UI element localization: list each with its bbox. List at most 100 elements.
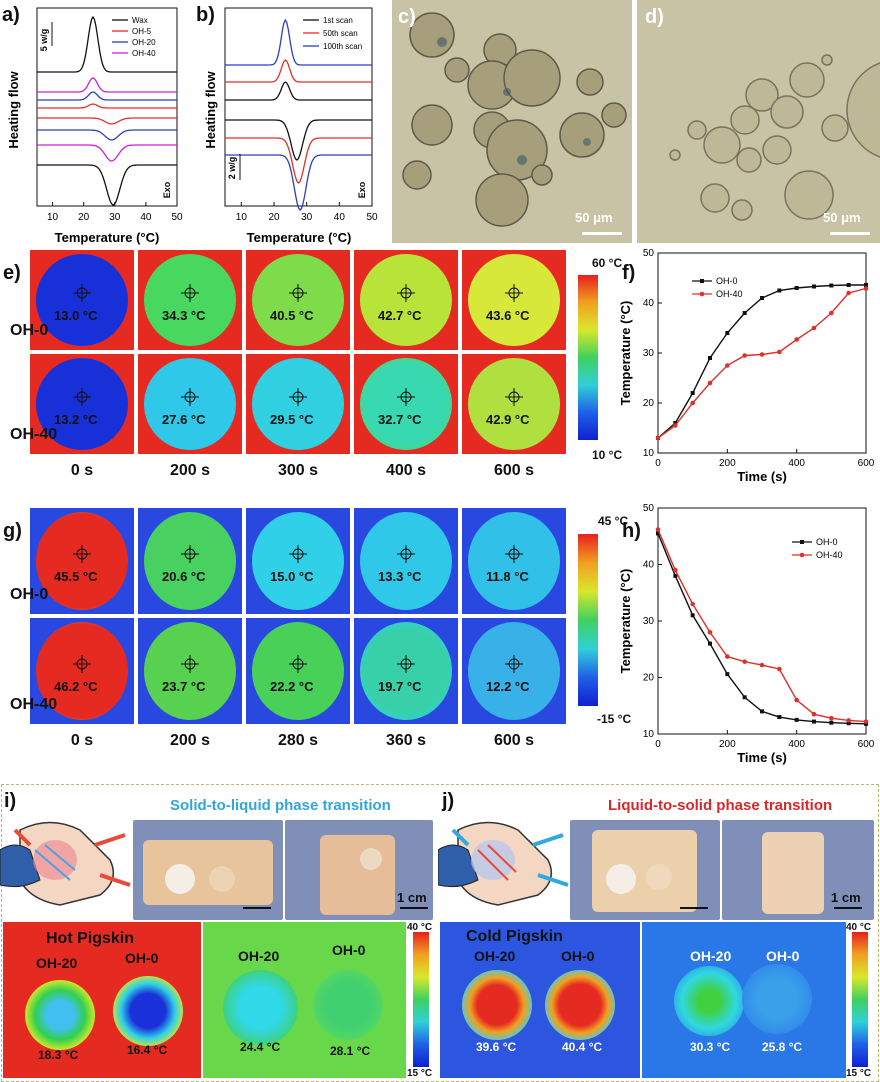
tick-label: 30 — [301, 212, 313, 223]
tick-label: 200 — [719, 458, 736, 469]
heating-chart-f: 0 200 400 600 10 20 30 40 50 Temperature (°C) Time… — [618, 248, 875, 484]
data-point — [811, 325, 817, 331]
legend-oh5: OH-5 — [132, 27, 152, 36]
panel-b-label: b) — [196, 4, 215, 26]
colorbar-bottom: 15 °C — [846, 1068, 872, 1079]
x-axis-label: Time (s) — [737, 750, 787, 765]
hand-illustration-hot — [0, 821, 131, 906]
crosshair-icon — [73, 388, 91, 411]
particles-irregular — [402, 12, 627, 227]
thermal-image: 43.6 °C — [462, 250, 566, 350]
tick-label: 30 — [643, 616, 655, 627]
thermal-image: 27.6 °C — [138, 354, 242, 454]
legend-oh20: OH-20 — [132, 38, 156, 47]
pigskin-title: Cold Pigskin — [466, 928, 563, 945]
colorbar-bottom: 10 °C — [592, 448, 623, 462]
temperature-readout: 15.0 °C — [270, 569, 314, 584]
pigskin-title: Hot Pigskin — [46, 930, 135, 947]
pigskin-photo-cold-2 — [722, 820, 874, 920]
data-point — [863, 719, 869, 724]
legend-wax: Wax — [132, 16, 148, 25]
data-point — [794, 697, 799, 703]
legend-oh40: OH-40 — [132, 49, 156, 58]
panel-i-label: i) — [4, 790, 17, 812]
temperature-readout: 19.7 °C — [378, 679, 422, 694]
data-point — [707, 630, 713, 635]
x-axis-label: Time (s) — [737, 469, 787, 484]
legend-1st: 1st scan — [323, 16, 353, 25]
temperature-readout: 42.7 °C — [378, 308, 422, 323]
data-point — [777, 288, 782, 293]
colorbar-j — [852, 932, 868, 1067]
thermal-hot-pigskin-2 — [203, 922, 406, 1078]
data-point — [725, 654, 730, 659]
data-point — [846, 718, 851, 723]
temperature-readout: 32.7 °C — [378, 412, 422, 427]
sample-label: OH-20 — [238, 948, 280, 964]
crosshair-icon — [289, 284, 307, 307]
temperature-readout: 28.1 °C — [330, 1044, 371, 1058]
thermal-image: 15.0 °C — [246, 508, 350, 614]
thermal-image: 13.3 °C — [354, 508, 458, 614]
data-point — [673, 567, 678, 573]
sample-label: OH-20 — [36, 955, 78, 971]
thermal-image: 20.6 °C — [138, 508, 242, 614]
colorbar-g — [578, 534, 598, 706]
thermal-cold-pigskin-2 — [642, 922, 846, 1078]
scalebar — [830, 232, 870, 235]
temperature-readout: 42.9 °C — [486, 412, 530, 427]
data-point — [690, 391, 695, 395]
crosshair-icon — [73, 284, 91, 307]
data-point — [655, 527, 661, 532]
tick-label: 40 — [334, 212, 346, 223]
tick-label: 50 — [366, 212, 378, 223]
tick-label: 10 — [47, 212, 59, 223]
colorbar-top: 40 °C — [407, 922, 433, 933]
colorbar-bottom: -15 °C — [597, 712, 632, 726]
crosshair-icon — [289, 545, 307, 568]
hand-illustration-cold — [438, 821, 569, 906]
dsc-curve — [225, 59, 372, 83]
data-point — [742, 311, 747, 315]
micrograph-c: c) 50 μm — [392, 0, 632, 243]
tick-label: 50 — [643, 503, 655, 514]
thermal-image: 32.7 °C — [354, 354, 458, 454]
sample-label: OH-20 — [690, 948, 732, 964]
crosshair-icon — [505, 545, 523, 568]
temperature-readout: 29.5 °C — [270, 412, 314, 427]
data-point — [656, 531, 660, 536]
dsc-curve — [37, 77, 177, 93]
crosshair-icon — [505, 655, 523, 678]
scalebar-label: 1 cm — [397, 890, 427, 905]
time-label: 600 s — [493, 462, 535, 479]
tick-label: 600 — [858, 739, 875, 750]
crosshair-icon — [397, 284, 415, 307]
temperature-readout: 20.6 °C — [162, 569, 206, 584]
data-point — [742, 353, 747, 358]
thermal-image: 23.7 °C — [138, 618, 242, 724]
data-point — [829, 310, 834, 316]
time-label: 200 s — [169, 462, 211, 479]
data-point — [673, 421, 678, 425]
temperature-readout: 45.5 °C — [54, 569, 98, 584]
dsc-curve — [225, 18, 372, 66]
temperature-readout: 46.2 °C — [54, 679, 98, 694]
data-point — [742, 695, 747, 700]
y-axis-label: Temperature (°C) — [618, 301, 633, 406]
dsc-curve — [37, 15, 177, 73]
crosshair-icon — [505, 388, 523, 411]
panel-c-label: c) — [398, 6, 416, 28]
series-line — [657, 533, 867, 725]
row-label: OH-40 — [10, 696, 58, 713]
data-point — [794, 286, 799, 290]
series-line — [657, 287, 867, 439]
time-label: 360 s — [385, 732, 427, 749]
sample-label: OH-0 — [561, 948, 595, 964]
data-point — [708, 641, 712, 646]
crosshair-icon — [181, 655, 199, 678]
data-point — [708, 356, 712, 360]
crosshair-icon — [397, 388, 415, 411]
thermal-image: 22.2 °C — [246, 618, 350, 724]
particles-spherical — [669, 54, 880, 221]
crosshair-icon — [505, 284, 523, 307]
